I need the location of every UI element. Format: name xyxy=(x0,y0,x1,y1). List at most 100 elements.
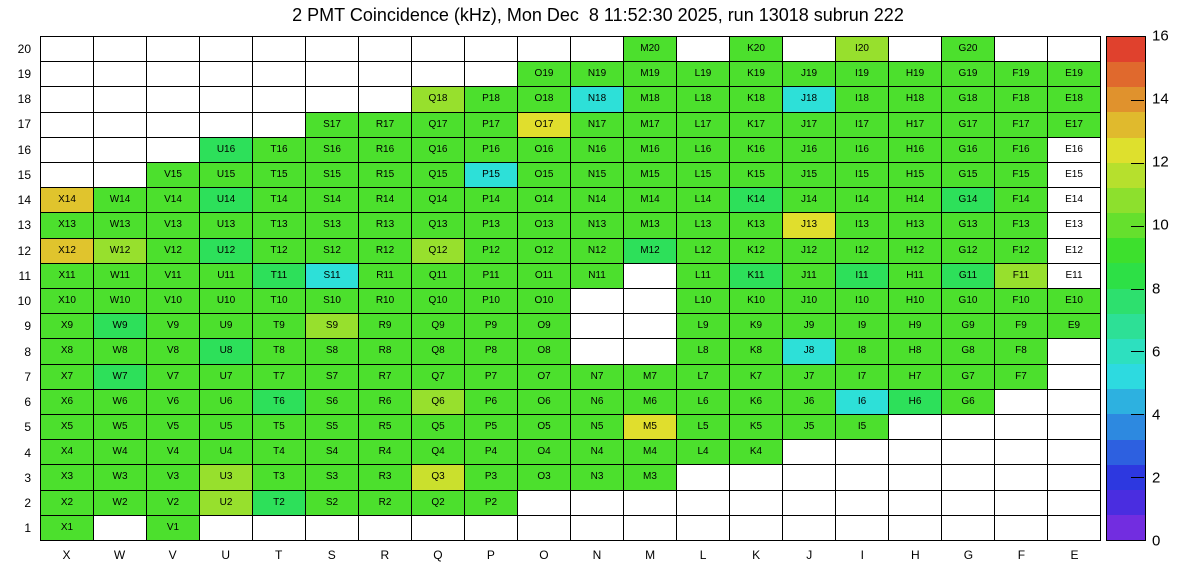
colorbar xyxy=(1106,36,1146,541)
cell-label: X10 xyxy=(58,295,76,307)
cell-label: K19 xyxy=(747,68,765,80)
heatmap-cell: J18 xyxy=(783,87,835,112)
heatmap-cell: N7 xyxy=(571,364,623,389)
heatmap-cell xyxy=(518,515,570,540)
cell-label: L15 xyxy=(694,169,712,181)
heatmap-cell xyxy=(147,37,199,62)
y-axis-tick-label: 6 xyxy=(24,395,31,410)
heatmap-cell: K18 xyxy=(730,87,782,112)
heatmap-cell xyxy=(253,37,305,62)
heatmap-cell: N6 xyxy=(571,389,623,414)
cell-label: Q17 xyxy=(428,118,448,130)
cell-label: J17 xyxy=(800,118,818,130)
cell-label: F8 xyxy=(1015,345,1027,357)
cell-label: V13 xyxy=(164,219,182,231)
colorbar-tick xyxy=(1131,289,1144,290)
heatmap-cell xyxy=(783,465,835,490)
heatmap-cell: X1 xyxy=(41,515,93,540)
cell-label: K13 xyxy=(747,219,765,231)
heatmap-cell xyxy=(41,37,93,62)
heatmap-cell xyxy=(836,515,888,540)
cell-label: W8 xyxy=(112,345,128,357)
heatmap-cell: P9 xyxy=(465,314,517,339)
cell-label: R4 xyxy=(378,446,392,458)
heatmap-cell xyxy=(889,37,941,62)
cell-label: S9 xyxy=(325,320,339,332)
heatmap-cell: S9 xyxy=(306,314,358,339)
heatmap-cell xyxy=(677,465,729,490)
cell-label: K6 xyxy=(749,395,763,407)
heatmap-cell: F15 xyxy=(995,163,1047,188)
heatmap-cell: X9 xyxy=(41,314,93,339)
cell-label: I15 xyxy=(855,169,869,181)
heatmap-cell xyxy=(942,465,994,490)
cell-label: V6 xyxy=(166,395,180,407)
cell-label: U10 xyxy=(216,295,236,307)
cell-label: U3 xyxy=(219,471,233,483)
cell-label: I5 xyxy=(857,421,867,433)
cell-label: Q8 xyxy=(431,345,445,357)
heatmap-cell: P14 xyxy=(465,188,517,213)
heatmap-cell: O3 xyxy=(518,465,570,490)
heatmap-cell: K14 xyxy=(730,188,782,213)
heatmap-cell: I17 xyxy=(836,112,888,137)
heatmap-cell: G13 xyxy=(942,213,994,238)
heatmap-cell xyxy=(41,62,93,87)
heatmap-cell: P7 xyxy=(465,364,517,389)
cell-label: J16 xyxy=(800,143,818,155)
cell-label: N18 xyxy=(587,93,607,105)
heatmap-cell: U7 xyxy=(200,364,252,389)
cell-label: V12 xyxy=(164,244,182,256)
heatmap-cell: R16 xyxy=(359,137,411,162)
heatmap-cell: Q3 xyxy=(412,465,464,490)
heatmap-cell xyxy=(306,62,358,87)
heatmap-cell: R6 xyxy=(359,389,411,414)
colorbar-tick-label: 4 xyxy=(1152,406,1161,424)
heatmap-cell: P5 xyxy=(465,415,517,440)
heatmap-cell: G15 xyxy=(942,163,994,188)
heatmap-cell: M18 xyxy=(624,87,676,112)
heatmap-cell: L17 xyxy=(677,112,729,137)
cell-label: E19 xyxy=(1065,68,1083,80)
cell-label: J7 xyxy=(803,370,815,382)
heatmap-cell xyxy=(1048,37,1100,62)
heatmap-cell xyxy=(200,112,252,137)
cell-label: H7 xyxy=(908,370,922,382)
cell-label: G15 xyxy=(958,169,978,181)
cell-label: W3 xyxy=(112,471,128,483)
heatmap-cell: N5 xyxy=(571,415,623,440)
heatmap-cell: X6 xyxy=(41,389,93,414)
y-axis-tick-label: 7 xyxy=(24,369,31,384)
heatmap-cell: G12 xyxy=(942,238,994,263)
heatmap-cell: E9 xyxy=(1048,314,1100,339)
cell-label: K12 xyxy=(747,244,765,256)
cell-label: W14 xyxy=(109,194,131,206)
cell-label: Q13 xyxy=(428,219,448,231)
heatmap-cell xyxy=(889,415,941,440)
cell-label: J18 xyxy=(800,93,818,105)
cell-label: P8 xyxy=(484,345,498,357)
heatmap-cell xyxy=(306,87,358,112)
x-axis-tick-label: H xyxy=(910,548,920,562)
heatmap-cell xyxy=(571,490,623,515)
heatmap-cell xyxy=(624,289,676,314)
heatmap-cell: E16 xyxy=(1048,137,1100,162)
heatmap-cell: S17 xyxy=(306,112,358,137)
heatmap-cell: X11 xyxy=(41,263,93,288)
heatmap-cell: M15 xyxy=(624,163,676,188)
cell-label: W9 xyxy=(112,320,128,332)
y-axis-tick-label: 2 xyxy=(24,496,31,511)
cell-label: O15 xyxy=(534,169,554,181)
heatmap-cell: Q12 xyxy=(412,238,464,263)
heatmap-cell: L10 xyxy=(677,289,729,314)
heatmap-cell: H19 xyxy=(889,62,941,87)
heatmap-cell: R7 xyxy=(359,364,411,389)
cell-label: J12 xyxy=(800,244,818,256)
cell-label: G19 xyxy=(958,68,978,80)
heatmap-cell: T10 xyxy=(253,289,305,314)
heatmap-cell xyxy=(624,263,676,288)
heatmap-cell: O4 xyxy=(518,440,570,465)
heatmap-cell: L12 xyxy=(677,238,729,263)
heatmap-cell xyxy=(1048,465,1100,490)
cell-label: N3 xyxy=(590,471,604,483)
